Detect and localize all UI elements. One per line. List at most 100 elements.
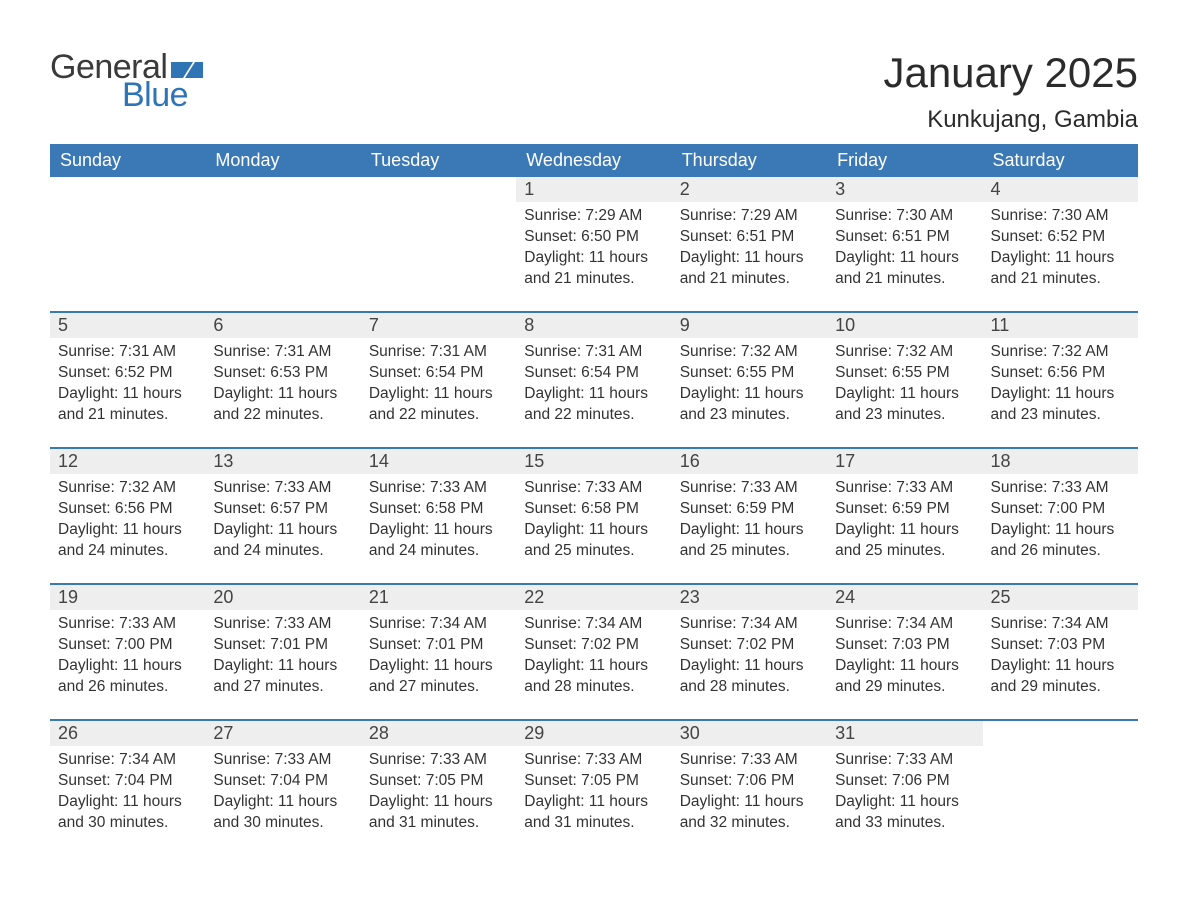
day-number-cell: 13 [205, 448, 360, 474]
day-daylight1: Daylight: 11 hours [369, 792, 508, 813]
day-daylight1: Daylight: 11 hours [58, 520, 197, 541]
day-daylight2: and 32 minutes. [680, 813, 819, 834]
day-sunrise: Sunrise: 7:33 AM [835, 478, 974, 499]
day-number-cell: 6 [205, 312, 360, 338]
day-number-cell: 21 [361, 584, 516, 610]
day-sunset: Sunset: 6:50 PM [524, 227, 663, 248]
day-sunset: Sunset: 7:03 PM [835, 635, 974, 656]
day-daylight2: and 27 minutes. [369, 677, 508, 698]
day-daylight1: Daylight: 11 hours [524, 520, 663, 541]
day-number-cell: 3 [827, 177, 982, 202]
day-daylight1: Daylight: 11 hours [835, 520, 974, 541]
day-content-cell: Sunrise: 7:33 AMSunset: 7:05 PMDaylight:… [516, 746, 671, 856]
day-sunrise: Sunrise: 7:34 AM [58, 750, 197, 771]
day-sunset: Sunset: 7:04 PM [213, 771, 352, 792]
weekday-header: Saturday [983, 144, 1138, 177]
day-content-cell: Sunrise: 7:34 AMSunset: 7:03 PMDaylight:… [827, 610, 982, 720]
day-content-cell: Sunrise: 7:33 AMSunset: 6:59 PMDaylight:… [827, 474, 982, 584]
day-daylight1: Daylight: 11 hours [991, 384, 1130, 405]
day-sunset: Sunset: 7:04 PM [58, 771, 197, 792]
weekday-header-row: Sunday Monday Tuesday Wednesday Thursday… [50, 144, 1138, 177]
day-number-cell: 9 [672, 312, 827, 338]
day-number-row: 12131415161718 [50, 448, 1138, 474]
day-content-cell: Sunrise: 7:34 AMSunset: 7:02 PMDaylight:… [672, 610, 827, 720]
day-content-cell: Sunrise: 7:33 AMSunset: 7:00 PMDaylight:… [983, 474, 1138, 584]
day-daylight2: and 29 minutes. [991, 677, 1130, 698]
day-number-row: 262728293031 [50, 720, 1138, 746]
day-daylight1: Daylight: 11 hours [524, 384, 663, 405]
day-content-cell: Sunrise: 7:31 AMSunset: 6:53 PMDaylight:… [205, 338, 360, 448]
day-daylight1: Daylight: 11 hours [213, 656, 352, 677]
day-sunset: Sunset: 6:55 PM [680, 363, 819, 384]
day-sunrise: Sunrise: 7:32 AM [58, 478, 197, 499]
day-daylight1: Daylight: 11 hours [369, 520, 508, 541]
day-sunrise: Sunrise: 7:33 AM [369, 478, 508, 499]
day-content-row: Sunrise: 7:34 AMSunset: 7:04 PMDaylight:… [50, 746, 1138, 856]
day-daylight1: Daylight: 11 hours [991, 248, 1130, 269]
day-number-cell: 20 [205, 584, 360, 610]
day-content-row: Sunrise: 7:29 AMSunset: 6:50 PM Daylight:… [50, 202, 1138, 312]
day-daylight2: and 22 minutes. [524, 405, 663, 426]
day-daylight1: Daylight: 11 hours [524, 656, 663, 677]
day-daylight2: and 25 minutes. [524, 541, 663, 562]
day-number-row: 1234 [50, 177, 1138, 202]
day-sunset: Sunset: 7:00 PM [58, 635, 197, 656]
day-content-cell [983, 746, 1138, 856]
day-content-cell: Sunrise: 7:29 AMSunset: 6:50 PMDaylight:… [516, 202, 671, 312]
day-sunrise: Sunrise: 7:33 AM [524, 750, 663, 771]
day-sunrise: Sunrise: 7:32 AM [680, 342, 819, 363]
day-sunset: Sunset: 6:59 PM [835, 499, 974, 520]
day-daylight1: Daylight: 11 hours [680, 384, 819, 405]
day-content-cell [50, 202, 205, 312]
day-daylight2: and 25 minutes. [680, 541, 819, 562]
day-daylight1: Daylight: 11 hours [680, 520, 819, 541]
day-content-row: Sunrise: 7:31 AMSunset: 6:52 PMDaylight:… [50, 338, 1138, 448]
day-sunrise: Sunrise: 7:29 AM [524, 206, 663, 227]
day-number-cell [50, 177, 205, 202]
day-sunrise: Sunrise: 7:33 AM [213, 478, 352, 499]
day-number-cell [205, 177, 360, 202]
day-sunset: Sunset: 6:52 PM [991, 227, 1130, 248]
day-sunrise: Sunrise: 7:31 AM [213, 342, 352, 363]
day-content-cell: Sunrise: 7:32 AMSunset: 6:55 PMDaylight:… [672, 338, 827, 448]
day-daylight2: and 21 minutes. [524, 269, 663, 290]
day-number-cell: 14 [361, 448, 516, 474]
day-sunset: Sunset: 7:02 PM [680, 635, 819, 656]
day-daylight2: and 25 minutes. [835, 541, 974, 562]
day-daylight1: Daylight: 11 hours [680, 248, 819, 269]
day-number-cell: 2 [672, 177, 827, 202]
day-number-cell: 4 [983, 177, 1138, 202]
day-content-cell: Sunrise: 7:33 AMSunset: 6:59 PMDaylight:… [672, 474, 827, 584]
day-content-cell: Sunrise: 7:33 AMSunset: 6:58 PMDaylight:… [361, 474, 516, 584]
calendar-table: Sunday Monday Tuesday Wednesday Thursday… [50, 144, 1138, 856]
day-number-row: 19202122232425 [50, 584, 1138, 610]
day-number-cell: 8 [516, 312, 671, 338]
day-number-cell: 7 [361, 312, 516, 338]
day-number-cell: 29 [516, 720, 671, 746]
location-label: Kunkujang, Gambia [883, 106, 1138, 134]
day-sunset: Sunset: 6:54 PM [524, 363, 663, 384]
day-content-cell: Sunrise: 7:31 AMSunset: 6:54 PMDaylight:… [361, 338, 516, 448]
day-daylight1: Daylight: 11 hours [835, 384, 974, 405]
day-number-cell: 30 [672, 720, 827, 746]
day-sunrise: Sunrise: 7:31 AM [524, 342, 663, 363]
weekday-header: Thursday [672, 144, 827, 177]
day-sunrise: Sunrise: 7:33 AM [58, 614, 197, 635]
day-number-cell: 28 [361, 720, 516, 746]
day-daylight2: and 23 minutes. [991, 405, 1130, 426]
day-sunrise: Sunrise: 7:32 AM [991, 342, 1130, 363]
day-daylight1: Daylight: 11 hours [58, 656, 197, 677]
day-sunrise: Sunrise: 7:33 AM [524, 478, 663, 499]
day-sunset: Sunset: 6:54 PM [369, 363, 508, 384]
day-content-cell: Sunrise: 7:33 AMSunset: 6:57 PMDaylight:… [205, 474, 360, 584]
day-sunrise: Sunrise: 7:33 AM [680, 478, 819, 499]
day-daylight2: and 28 minutes. [524, 677, 663, 698]
day-sunrise: Sunrise: 7:31 AM [369, 342, 508, 363]
day-number-cell: 24 [827, 584, 982, 610]
day-number-cell: 5 [50, 312, 205, 338]
day-sunset: Sunset: 6:56 PM [58, 499, 197, 520]
day-sunrise: Sunrise: 7:33 AM [991, 478, 1130, 499]
day-daylight2: and 27 minutes. [213, 677, 352, 698]
day-daylight1: Daylight: 11 hours [58, 384, 197, 405]
day-sunrise: Sunrise: 7:33 AM [213, 750, 352, 771]
